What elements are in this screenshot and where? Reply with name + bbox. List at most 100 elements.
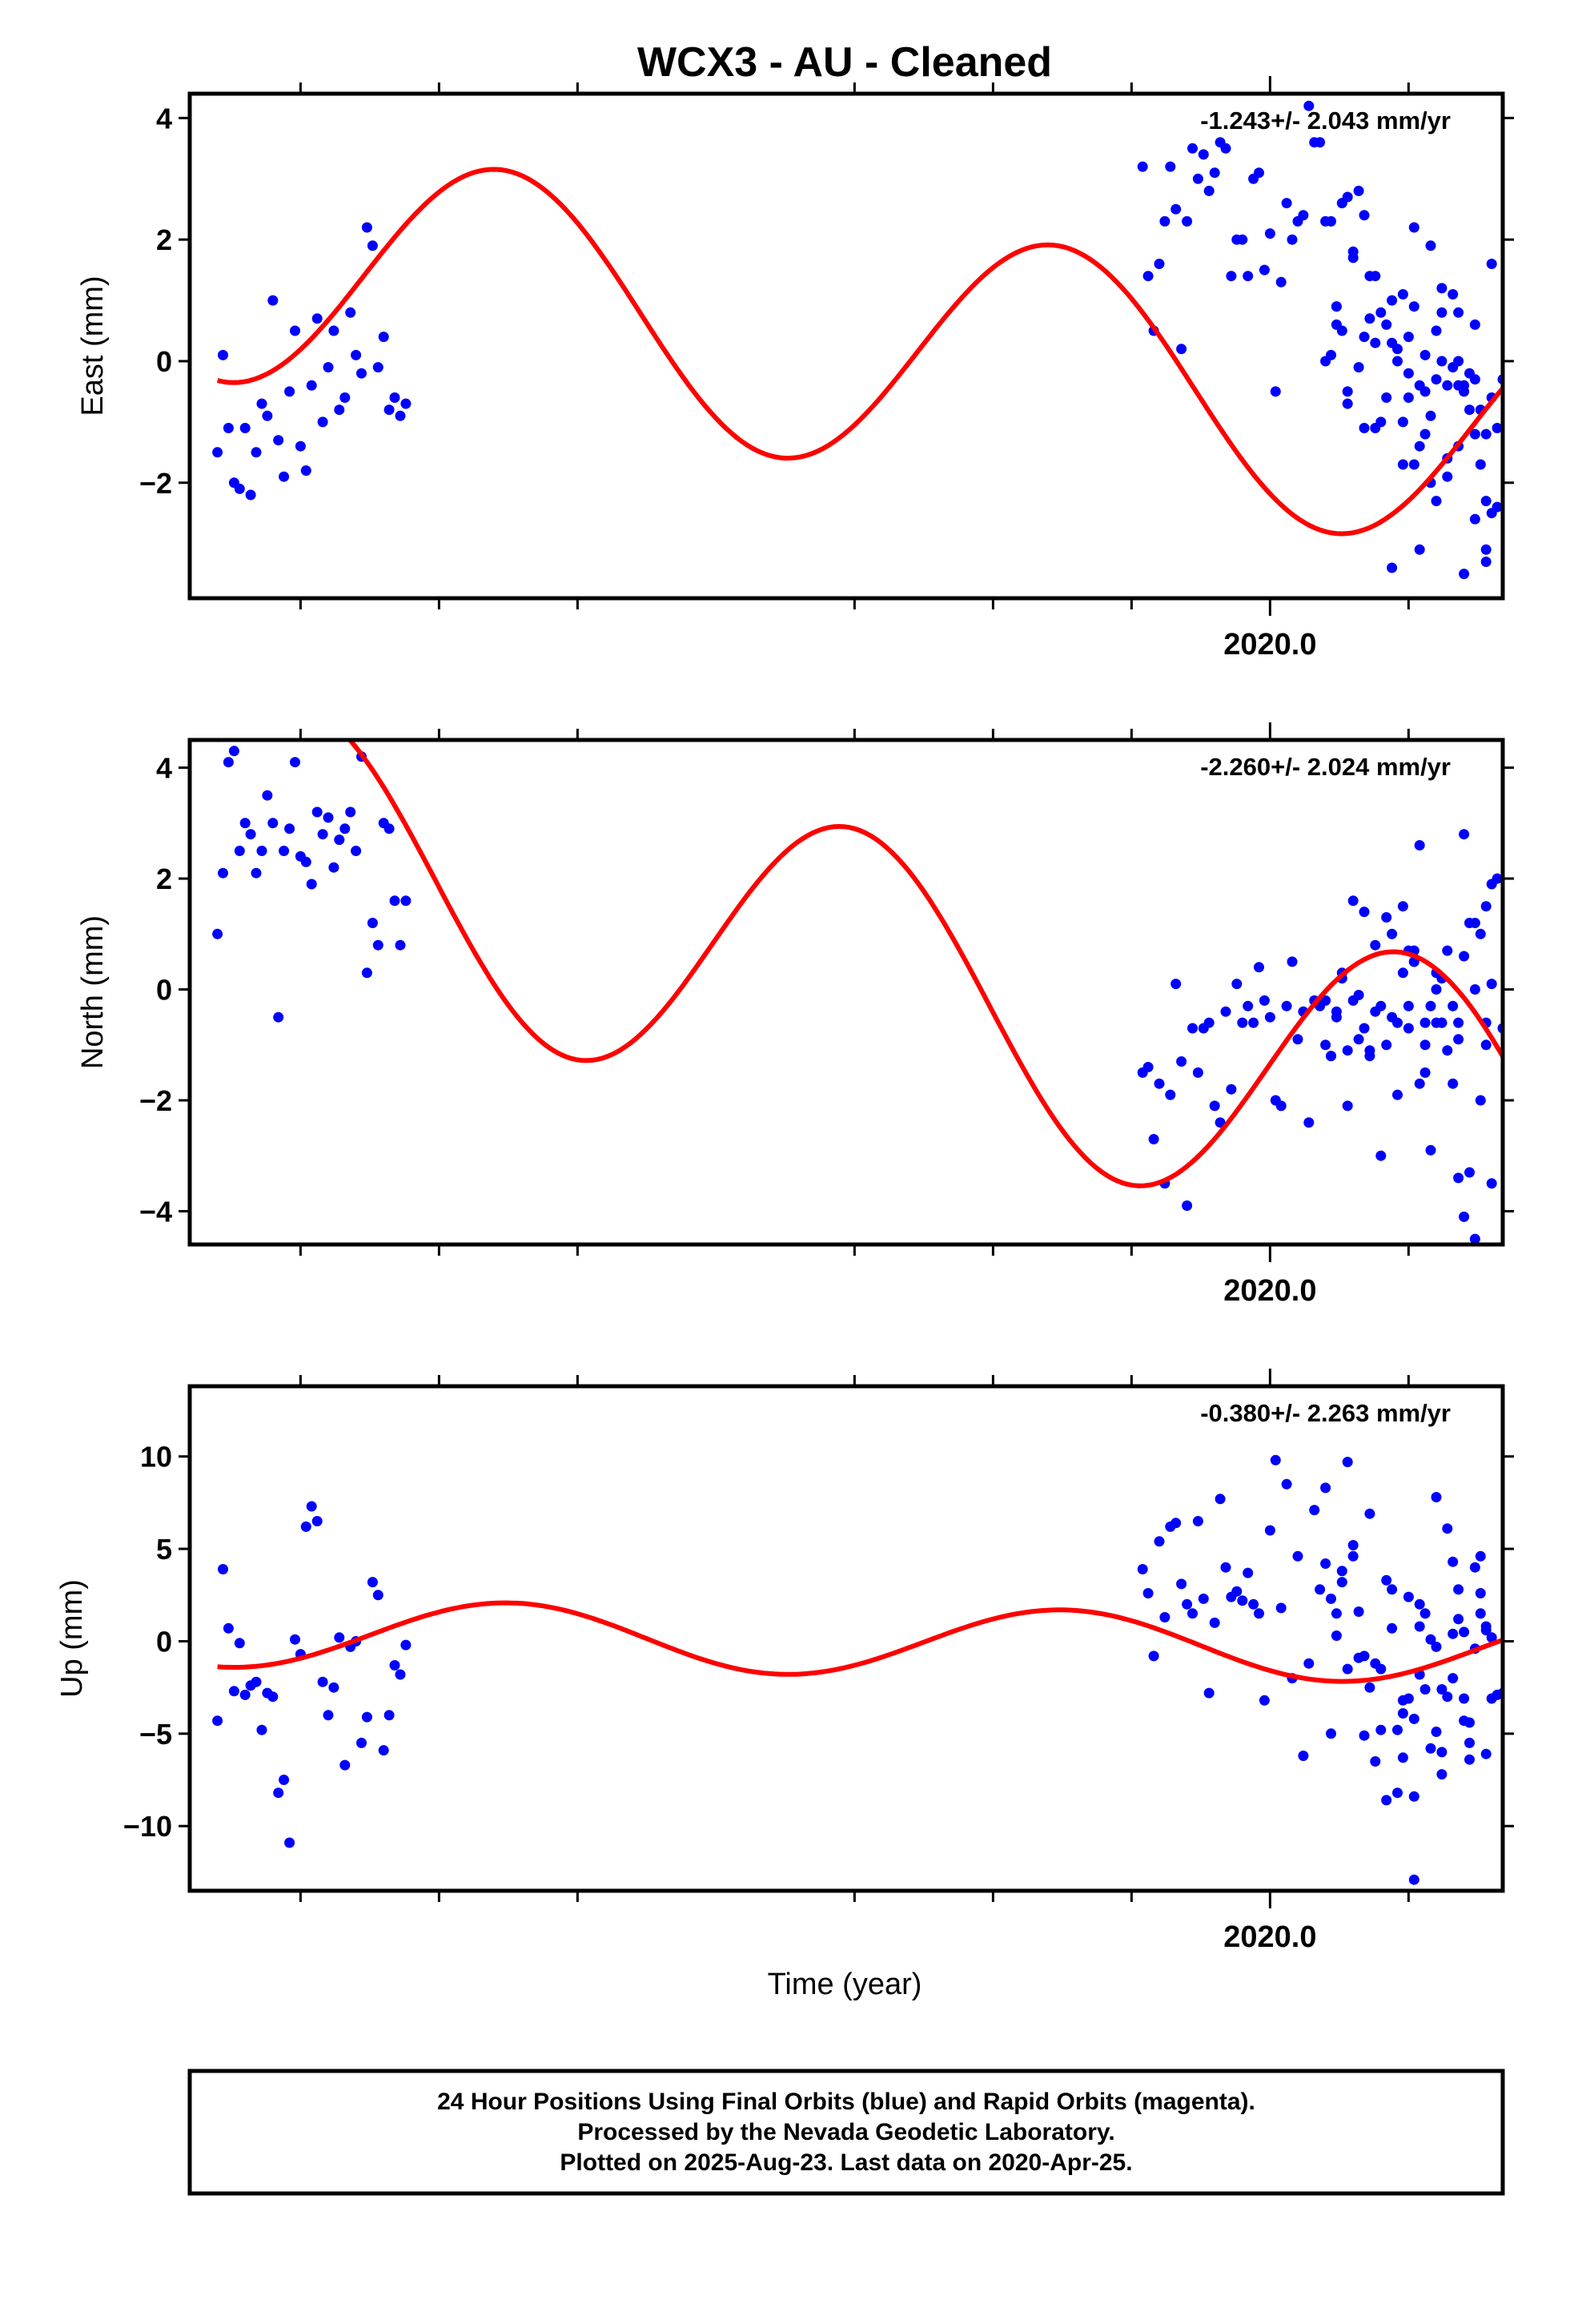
north-data-point xyxy=(218,867,228,879)
east-data-point xyxy=(1414,380,1425,391)
up-data-point xyxy=(334,1632,345,1643)
east-data-point xyxy=(1165,161,1176,172)
north-data-point xyxy=(1192,1067,1203,1078)
east-data-point xyxy=(1370,337,1381,348)
up-data-point xyxy=(395,1669,406,1680)
north-data-point xyxy=(400,895,412,907)
east-data-point xyxy=(251,447,262,458)
up-data-point xyxy=(1281,1478,1292,1490)
north-data-point xyxy=(1442,945,1453,956)
east-frame xyxy=(187,91,1505,601)
up-data-point xyxy=(228,1686,239,1697)
up-data-point xyxy=(1331,1630,1342,1641)
east-data-point xyxy=(389,392,400,403)
up-data-point xyxy=(1198,1593,1209,1604)
east-data-point xyxy=(1326,349,1336,360)
up-data-point xyxy=(1248,1598,1259,1610)
up-data-point xyxy=(1353,1652,1364,1663)
east-data-point xyxy=(1480,557,1492,567)
north-data-point xyxy=(311,806,323,818)
east-y-tick-label: 2 xyxy=(156,223,172,256)
east-data-point xyxy=(1353,185,1364,196)
east-data-point xyxy=(1381,392,1392,403)
up-data-point xyxy=(1425,1634,1436,1645)
east-data-point xyxy=(1281,198,1292,209)
up-data-point xyxy=(1187,1608,1198,1619)
east-data-point xyxy=(218,349,228,360)
east-data-point xyxy=(1198,149,1209,160)
up-data-point xyxy=(1347,1550,1359,1562)
x-axis-label: Time (year) xyxy=(768,1968,922,2001)
north-data-point xyxy=(1480,901,1492,912)
north-data-point xyxy=(1453,1034,1464,1045)
up-data-point xyxy=(223,1622,234,1634)
up-data-point xyxy=(218,1564,228,1574)
north-data-point xyxy=(1492,873,1503,884)
north-data-point xyxy=(1264,1011,1275,1023)
north-data-point xyxy=(1475,928,1486,939)
up-y-tick-label: −10 xyxy=(123,1810,172,1843)
up-data-point xyxy=(1431,1492,1442,1502)
up-data-point xyxy=(1370,1756,1381,1767)
north-data-point xyxy=(1403,1000,1414,1011)
east-data-point xyxy=(361,222,372,233)
up-data-point xyxy=(1397,1695,1408,1706)
north-data-point xyxy=(1375,1000,1387,1011)
up-plot-area xyxy=(212,1454,1503,1885)
north-data-point xyxy=(1459,1211,1470,1222)
east-data-point xyxy=(1442,471,1453,482)
north-data-point xyxy=(1165,1089,1176,1100)
east-data-point xyxy=(1492,423,1503,433)
footer-line-3: Plotted on 2025-Aug-23. Last data on 202… xyxy=(560,2149,1132,2176)
up-data-point xyxy=(1275,1602,1287,1614)
east-data-point xyxy=(1419,428,1431,440)
up-data-point xyxy=(1425,1743,1436,1754)
east-data-point xyxy=(1403,332,1414,343)
east-data-point xyxy=(1375,307,1387,318)
north-data-point xyxy=(345,806,356,818)
up-data-point xyxy=(1320,1558,1331,1569)
north-data-point xyxy=(328,862,339,873)
up-data-point xyxy=(1142,1588,1154,1598)
north-data-point xyxy=(1453,1172,1464,1184)
north-data-point xyxy=(334,834,345,846)
north-data-point xyxy=(1226,1084,1237,1095)
east-data-point xyxy=(383,404,395,416)
east-data-point xyxy=(1442,380,1453,391)
east-data-point xyxy=(1431,496,1442,507)
up-data-point xyxy=(1392,1787,1403,1799)
up-data-point xyxy=(311,1516,323,1526)
east-data-point xyxy=(1237,234,1248,245)
east-data-point xyxy=(367,240,378,251)
east-data-point xyxy=(284,386,295,397)
east-data-point xyxy=(1425,240,1436,251)
up-data-point xyxy=(1259,1695,1270,1706)
up-data-point xyxy=(1231,1586,1243,1597)
up-data-point xyxy=(1137,1564,1148,1574)
east-data-point xyxy=(356,368,367,379)
east-data-point xyxy=(1480,496,1492,507)
east-data-point xyxy=(1364,313,1375,324)
up-data-point xyxy=(1475,1588,1486,1598)
up-data-point xyxy=(273,1787,284,1799)
north-data-point xyxy=(1342,1045,1353,1056)
east-data-point xyxy=(1342,386,1353,397)
east-data-point xyxy=(1326,215,1336,227)
north-data-point xyxy=(1459,951,1470,962)
east-data-point xyxy=(400,398,412,409)
north-data-point xyxy=(1342,1100,1353,1112)
up-data-point xyxy=(1447,1556,1459,1567)
east-data-point xyxy=(1469,319,1480,330)
up-data-point xyxy=(1154,1536,1165,1547)
up-y-tick-label: 5 xyxy=(156,1533,172,1566)
up-data-point xyxy=(251,1676,262,1687)
east-data-point xyxy=(1264,228,1275,239)
north-data-point xyxy=(1469,1233,1480,1244)
up-data-point xyxy=(323,1710,334,1721)
up-data-point xyxy=(1431,1727,1442,1737)
up-data-point xyxy=(383,1710,395,1721)
north-data-point xyxy=(339,823,351,834)
up-data-point xyxy=(1215,1494,1226,1505)
east-data-point xyxy=(1414,544,1425,555)
east-data-point xyxy=(311,313,323,324)
